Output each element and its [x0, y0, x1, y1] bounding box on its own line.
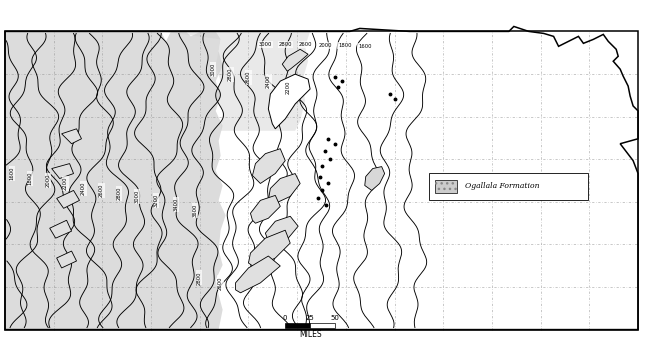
Bar: [436, 180, 457, 193]
Polygon shape: [52, 163, 73, 179]
Polygon shape: [250, 195, 280, 223]
Text: 2000: 2000: [46, 174, 50, 187]
Bar: [310, 323, 335, 328]
Text: 1800: 1800: [338, 43, 352, 48]
Text: 2600: 2600: [99, 184, 104, 197]
Text: 3000: 3000: [210, 63, 215, 76]
Text: 3000: 3000: [259, 42, 272, 47]
Text: 2800: 2800: [117, 187, 122, 200]
Text: 2800: 2800: [228, 67, 233, 81]
Text: 2000: 2000: [318, 43, 332, 48]
Text: 3600: 3600: [192, 204, 198, 217]
Text: 2600: 2600: [246, 71, 251, 84]
Polygon shape: [49, 220, 72, 238]
Polygon shape: [265, 216, 298, 243]
Text: 50: 50: [330, 315, 339, 321]
Polygon shape: [235, 256, 280, 293]
Text: 0: 0: [283, 315, 287, 321]
Polygon shape: [252, 149, 285, 184]
Polygon shape: [282, 49, 308, 71]
Polygon shape: [268, 74, 310, 129]
Text: 2400: 2400: [266, 75, 271, 88]
Bar: [430, 172, 588, 201]
Polygon shape: [62, 129, 81, 144]
Polygon shape: [57, 190, 79, 208]
Text: 1800: 1800: [27, 172, 32, 185]
Bar: [436, 180, 457, 193]
Text: 25: 25: [306, 315, 315, 321]
Polygon shape: [248, 230, 290, 268]
Text: 1600: 1600: [10, 167, 14, 180]
Text: 1600: 1600: [358, 44, 372, 49]
Polygon shape: [57, 251, 77, 268]
Text: MILES: MILES: [299, 329, 321, 338]
Polygon shape: [268, 174, 300, 203]
Polygon shape: [5, 31, 226, 329]
Text: 2600: 2600: [298, 42, 312, 47]
Text: 2600: 2600: [218, 276, 223, 289]
Text: 3200: 3200: [153, 194, 159, 207]
Text: 2800: 2800: [278, 42, 292, 47]
Text: Ogallala Formation: Ogallala Formation: [465, 183, 540, 190]
Text: 2800: 2800: [196, 271, 202, 285]
Bar: [285, 323, 310, 328]
Text: 3400: 3400: [174, 198, 178, 211]
Text: 2400: 2400: [81, 182, 86, 195]
Text: 2200: 2200: [63, 177, 68, 190]
Text: 2200: 2200: [286, 80, 291, 94]
Polygon shape: [161, 31, 310, 131]
Text: 3000: 3000: [135, 190, 140, 203]
Polygon shape: [365, 167, 385, 190]
